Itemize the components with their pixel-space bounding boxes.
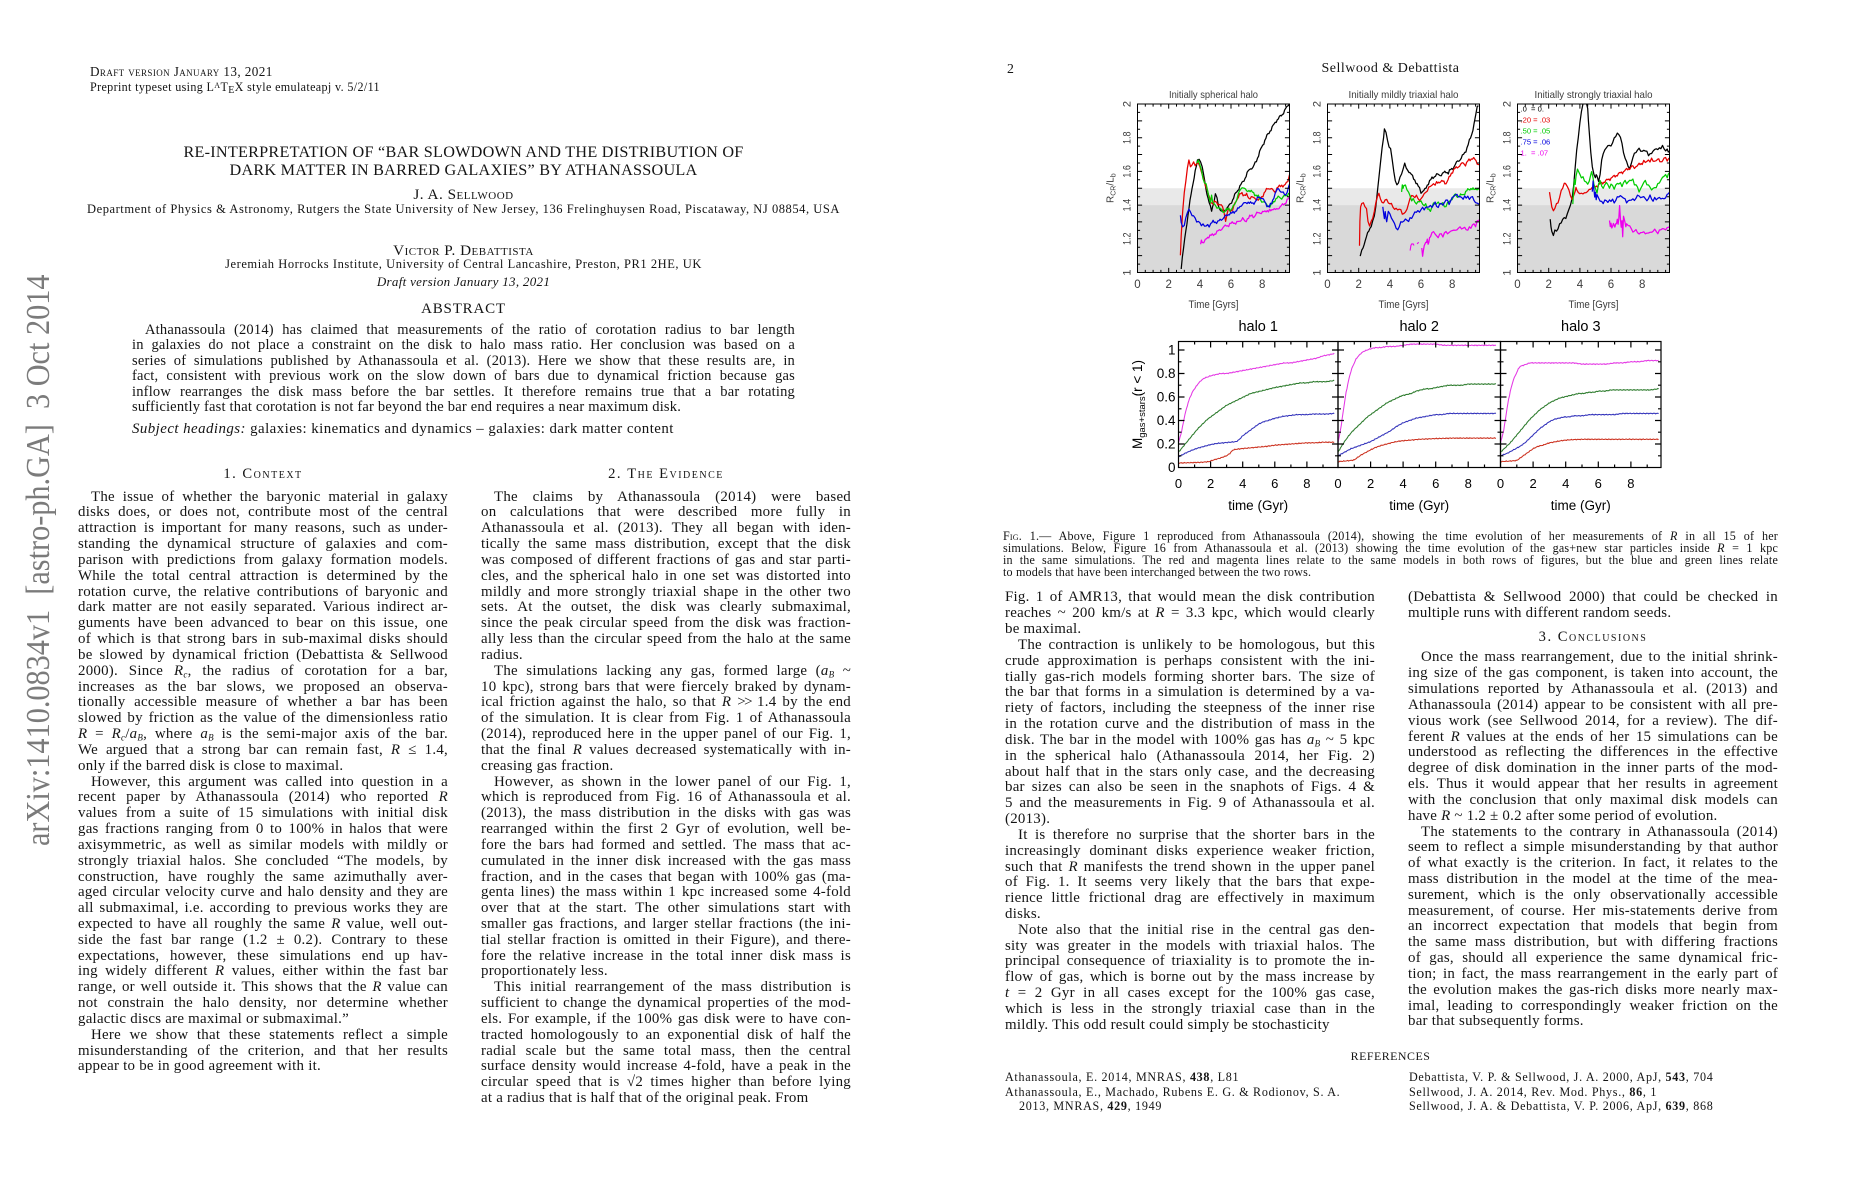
svg-text:8: 8 — [1639, 279, 1645, 291]
svg-text:0.6: 0.6 — [1157, 390, 1176, 405]
svg-text:1.8: 1.8 — [1312, 131, 1324, 144]
svg-text:0.8: 0.8 — [1157, 366, 1176, 381]
svg-text:4: 4 — [1197, 279, 1204, 291]
svg-text:1.4: 1.4 — [1502, 199, 1514, 212]
svg-text:.0 = 0.: .0 = 0. — [1521, 105, 1544, 114]
svg-text:RCR/Lb: RCR/Lb — [1296, 173, 1308, 203]
svg-text:1.2: 1.2 — [1502, 233, 1514, 246]
svg-text:0: 0 — [1168, 460, 1176, 475]
svg-text:0: 0 — [1134, 279, 1140, 291]
svg-text:6: 6 — [1418, 279, 1424, 291]
svg-text:time (Gyr): time (Gyr) — [1389, 498, 1449, 513]
svg-text:RCR/Lb: RCR/Lb — [1486, 173, 1498, 203]
svg-text:2: 2 — [1545, 279, 1551, 291]
svg-text:1.6: 1.6 — [1312, 165, 1324, 178]
svg-text:0.4: 0.4 — [1157, 413, 1176, 428]
svg-text:RCR/Lb: RCR/Lb — [1106, 173, 1118, 203]
svg-text:8: 8 — [1465, 476, 1472, 491]
svg-text:halo 1: halo 1 — [1238, 319, 1278, 335]
svg-text:1.4: 1.4 — [1122, 199, 1134, 212]
svg-text:.20 = .03: .20 = .03 — [1521, 116, 1551, 125]
svg-text:2: 2 — [1367, 476, 1374, 491]
svg-text:0: 0 — [1514, 279, 1520, 291]
svg-text:time (Gyr): time (Gyr) — [1551, 498, 1611, 513]
svg-text:4: 4 — [1577, 279, 1584, 291]
svg-text:Time [Gyrs]: Time [Gyrs] — [1189, 299, 1239, 311]
svg-text:2: 2 — [1165, 279, 1171, 291]
svg-text:6: 6 — [1608, 279, 1614, 291]
svg-text:4: 4 — [1399, 476, 1406, 491]
svg-text:8: 8 — [1303, 476, 1310, 491]
svg-text:1: 1 — [1502, 269, 1514, 275]
svg-text:Time [Gyrs]: Time [Gyrs] — [1379, 299, 1429, 311]
svg-text:2: 2 — [1502, 101, 1514, 107]
svg-text:.75 = .06: .75 = .06 — [1521, 138, 1551, 147]
svg-text:2: 2 — [1122, 101, 1134, 107]
svg-text:Initially mildly triaxial halo: Initially mildly triaxial halo — [1349, 89, 1459, 101]
svg-text:1: 1 — [1168, 343, 1176, 358]
svg-text:2: 2 — [1529, 476, 1536, 491]
svg-text:1. = .07: 1. = .07 — [1521, 149, 1549, 158]
svg-text:1: 1 — [1312, 269, 1324, 275]
svg-text:2: 2 — [1355, 279, 1361, 291]
svg-text:8: 8 — [1627, 476, 1634, 491]
svg-text:6: 6 — [1432, 476, 1439, 491]
svg-text:halo 2: halo 2 — [1399, 319, 1439, 335]
svg-text:1.6: 1.6 — [1502, 165, 1514, 178]
svg-text:6: 6 — [1228, 279, 1234, 291]
svg-text:4: 4 — [1387, 279, 1394, 291]
svg-text:Mgas+stars(r < 1): Mgas+stars(r < 1) — [1130, 360, 1148, 449]
svg-text:0.2: 0.2 — [1157, 437, 1176, 452]
svg-text:halo 3: halo 3 — [1561, 319, 1601, 335]
svg-text:8: 8 — [1259, 279, 1265, 291]
svg-text:1.4: 1.4 — [1312, 199, 1324, 212]
svg-text:Initially strongly triaxial ha: Initially strongly triaxial halo — [1535, 89, 1653, 101]
svg-text:6: 6 — [1595, 476, 1602, 491]
svg-text:0: 0 — [1334, 476, 1341, 491]
svg-text:0: 0 — [1175, 476, 1182, 491]
svg-text:6: 6 — [1271, 476, 1278, 491]
svg-text:Time [Gyrs]: Time [Gyrs] — [1569, 299, 1619, 311]
svg-text:time (Gyr): time (Gyr) — [1228, 498, 1288, 513]
svg-text:1.6: 1.6 — [1122, 165, 1134, 178]
svg-text:1.8: 1.8 — [1502, 131, 1514, 144]
svg-text:8: 8 — [1449, 279, 1455, 291]
svg-text:0: 0 — [1497, 476, 1504, 491]
svg-text:2: 2 — [1312, 101, 1324, 107]
svg-text:1.2: 1.2 — [1122, 233, 1134, 246]
svg-text:Initially spherical halo: Initially spherical halo — [1169, 89, 1258, 101]
svg-text:0: 0 — [1324, 279, 1330, 291]
svg-text:1.8: 1.8 — [1122, 131, 1134, 144]
svg-text:4: 4 — [1239, 476, 1246, 491]
svg-text:2: 2 — [1207, 476, 1214, 491]
svg-text:1.2: 1.2 — [1312, 233, 1324, 246]
svg-text:1: 1 — [1122, 269, 1134, 275]
svg-text:4: 4 — [1562, 476, 1569, 491]
svg-text:.50 = .05: .50 = .05 — [1521, 127, 1551, 136]
